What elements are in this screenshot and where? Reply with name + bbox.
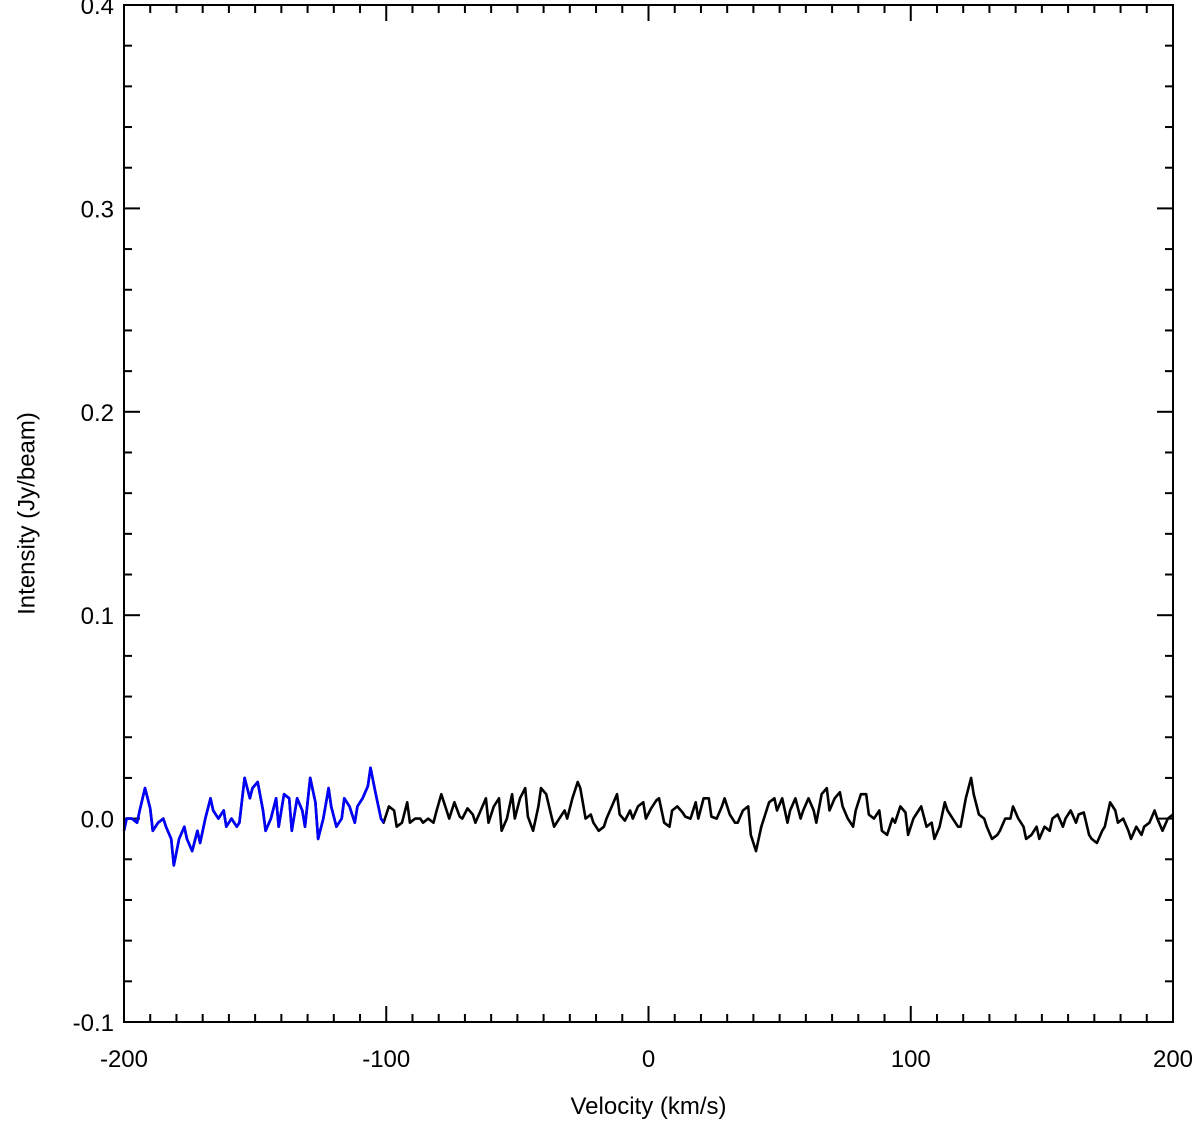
tick-labels: -200 -100 0 100 200 -0.1 0.0 0.1 0.2 0.3 0.4 (73, 0, 1193, 1073)
y-tick-label: 0.2 (81, 400, 114, 427)
x-tick-label: -200 (100, 1046, 148, 1073)
axis-ticks (123, 4, 1174, 1023)
x-tick-label: 100 (891, 1046, 931, 1073)
y-tick-label: -0.1 (73, 1010, 114, 1037)
x-tick-label: 0 (642, 1046, 655, 1073)
y-axis-title: Intensity (Jy/beam) (13, 412, 40, 615)
y-tick-label: 0.3 (81, 196, 114, 223)
y-tick-label: 0.4 (81, 0, 114, 20)
x-tick-label: 200 (1153, 1046, 1193, 1073)
plot-frame (123, 4, 1174, 1023)
y-tick-label: 0.1 (81, 603, 114, 630)
series-line-1 (122, 766, 385, 867)
x-tick-label: -100 (362, 1046, 410, 1073)
plot-series (122, 766, 1174, 867)
x-axis-title: Velocity (km/s) (570, 1093, 726, 1120)
y-tick-label: 0.0 (81, 807, 114, 834)
